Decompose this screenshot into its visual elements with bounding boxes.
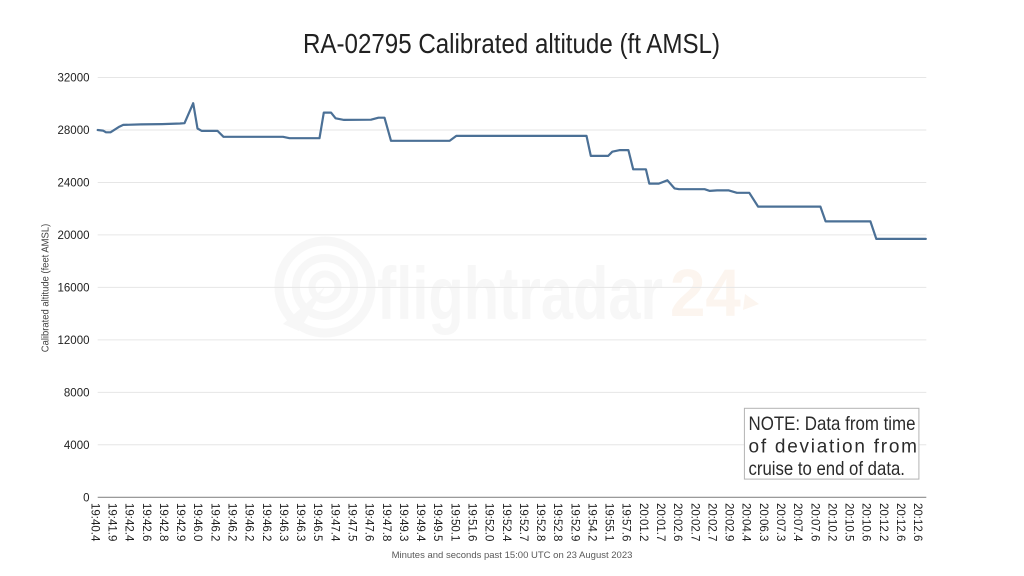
svg-text:19:41.9: 19:41.9 [106,503,118,541]
svg-text:19:46.3: 19:46.3 [277,503,289,541]
svg-text:20:10.5: 20:10.5 [843,503,855,541]
svg-text:19:46.3: 19:46.3 [294,503,306,541]
svg-text:cruise to end of data.: cruise to end of data. [749,458,905,479]
svg-text:19:46.0: 19:46.0 [191,503,203,541]
svg-text:19:50.1: 19:50.1 [448,503,460,541]
svg-text:20:02.9: 20:02.9 [723,503,735,541]
svg-text:19:52.0: 19:52.0 [483,503,495,541]
svg-text:20:12.6: 20:12.6 [894,503,906,541]
svg-text:24: 24 [670,256,741,331]
svg-text:19:47.8: 19:47.8 [380,503,392,541]
svg-text:19:40.4: 19:40.4 [88,503,100,542]
svg-text:19:46.2: 19:46.2 [243,503,255,541]
svg-text:19:42.6: 19:42.6 [140,503,152,541]
svg-text:19:49.4: 19:49.4 [414,503,426,542]
svg-text:20:12.6: 20:12.6 [911,503,923,541]
svg-text:19:49.5: 19:49.5 [431,503,443,541]
svg-text:Calibrated altitude (feet AMSL: Calibrated altitude (feet AMSL) [40,224,52,352]
svg-text:20:04.4: 20:04.4 [740,503,752,542]
svg-text:20:07.6: 20:07.6 [808,503,820,541]
svg-text:19:47.5: 19:47.5 [346,503,358,541]
svg-text:12000: 12000 [58,335,90,347]
svg-text:19:46.5: 19:46.5 [311,503,323,541]
svg-text:8000: 8000 [64,387,90,399]
svg-text:19:52.4: 19:52.4 [500,503,512,542]
svg-text:19:49.3: 19:49.3 [397,503,409,541]
svg-text:NOTE: Data from time: NOTE: Data from time [749,413,916,434]
svg-text:19:46.2: 19:46.2 [260,503,272,541]
svg-text:19:42.4: 19:42.4 [123,503,135,542]
svg-text:4000: 4000 [64,440,90,452]
svg-text:32000: 32000 [58,73,90,85]
svg-text:flightradar: flightradar [377,253,663,335]
svg-text:19:52.8: 19:52.8 [551,503,563,541]
svg-text:19:42.9: 19:42.9 [174,503,186,541]
svg-text:19:46.2: 19:46.2 [226,503,238,541]
svg-text:20:07.4: 20:07.4 [791,503,803,542]
svg-text:28000: 28000 [58,125,90,137]
svg-text:19:55.1: 19:55.1 [603,503,615,541]
svg-text:19:54.2: 19:54.2 [586,503,598,541]
svg-text:19:52.7: 19:52.7 [517,503,529,541]
svg-text:19:46.2: 19:46.2 [208,503,220,541]
svg-text:19:52.8: 19:52.8 [534,503,546,541]
svg-text:20:10.2: 20:10.2 [825,503,837,541]
svg-text:20000: 20000 [58,230,90,242]
svg-text:19:42.8: 19:42.8 [157,503,169,541]
svg-text:19:47.6: 19:47.6 [363,503,375,541]
svg-text:19:57.6: 19:57.6 [620,503,632,541]
svg-text:RA-02795 Calibrated altitude (: RA-02795 Calibrated altitude (ft AMSL) [303,27,720,59]
svg-text:19:51.6: 19:51.6 [466,503,478,541]
svg-text:20:02.7: 20:02.7 [688,503,700,541]
svg-text:19:47.4: 19:47.4 [328,503,340,542]
svg-text:20:10.6: 20:10.6 [860,503,872,541]
svg-text:20:01.2: 20:01.2 [637,503,649,541]
svg-text:20:12.2: 20:12.2 [877,503,889,541]
svg-text:24000: 24000 [58,178,90,190]
svg-text:19:52.9: 19:52.9 [568,503,580,541]
svg-text:20:02.7: 20:02.7 [705,503,717,541]
svg-text:20:01.7: 20:01.7 [654,503,666,541]
svg-text:0: 0 [83,492,89,504]
svg-text:Minutes and seconds past 15:00: Minutes and seconds past 15:00 UTC on 23… [392,550,633,561]
svg-text:20:02.6: 20:02.6 [671,503,683,541]
svg-text:16000: 16000 [58,282,90,294]
svg-text:20:06.3: 20:06.3 [757,503,769,541]
svg-text:20:07.3: 20:07.3 [774,503,786,541]
svg-text:of deviation from: of deviation from [749,437,919,458]
